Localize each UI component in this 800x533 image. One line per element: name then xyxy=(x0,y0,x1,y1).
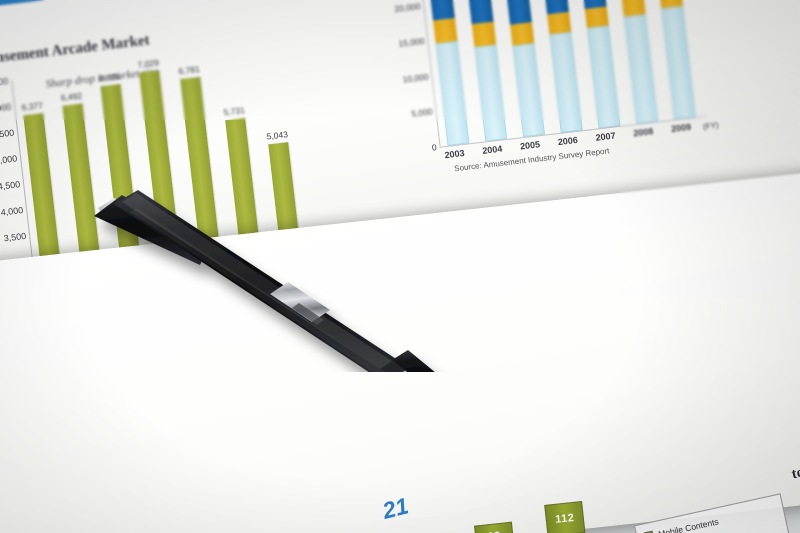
bar-segment: 93 xyxy=(473,521,515,533)
bar-value-label: 6,781 xyxy=(178,63,201,77)
y-tick-label: 5,000 xyxy=(410,106,434,120)
bar xyxy=(268,142,299,233)
tagline-line-2: to about $60 billion xyxy=(790,441,800,483)
bar-value-label: 6,825 xyxy=(98,71,121,84)
stacked-bar xyxy=(543,0,583,133)
bar xyxy=(100,84,140,252)
stacked-bar xyxy=(468,0,508,142)
bar-value-label: 6,377 xyxy=(21,99,44,113)
x-tick-label: 2004 xyxy=(481,143,503,156)
segment-value-label: 93 xyxy=(476,529,513,533)
bar-segment xyxy=(468,0,494,25)
y-tick-label: 4,000 xyxy=(0,205,24,218)
bar-segment xyxy=(506,0,532,25)
bar-segment xyxy=(512,43,545,138)
bar-value-label: 7,029 xyxy=(137,57,160,71)
y-tick-label: 5,500 xyxy=(0,127,15,141)
stacked-bar xyxy=(506,0,545,138)
x-axis-unit: (FY) xyxy=(702,120,720,132)
stacked-bar xyxy=(656,0,696,120)
x-tick-label: 2007 xyxy=(595,130,617,143)
y-tick-label: 6,000 xyxy=(0,101,12,115)
bar xyxy=(62,103,100,256)
bar-value-label: 5,043 xyxy=(266,129,289,142)
y-tick-label: 4,500 xyxy=(0,179,21,192)
bar-segment xyxy=(474,44,508,142)
bar-value-label: 5,731 xyxy=(222,104,246,117)
bar-segment xyxy=(435,40,470,146)
bar xyxy=(225,117,259,238)
bar-value-label: 6,492 xyxy=(60,90,83,103)
y-tick-label: 5,000 xyxy=(0,153,18,166)
stacked-bar xyxy=(581,0,621,129)
stacked-bar xyxy=(618,0,659,124)
bar-segment xyxy=(586,25,621,129)
stacked-bar: 11220063238 xyxy=(544,500,600,533)
bar-segment xyxy=(661,5,696,120)
x-tick-label: 2005 xyxy=(519,139,541,152)
bar-segment: 112 xyxy=(544,500,586,533)
chart-green-title: Amusement Arcade Market xyxy=(0,32,151,69)
bar-segment xyxy=(510,22,535,46)
bar-segment xyxy=(549,31,583,133)
x-tick-label: 2003 xyxy=(444,147,466,161)
bar-segment xyxy=(547,12,572,35)
y-tick-label: 15,000 xyxy=(397,36,425,49)
segment-value-label: 112 xyxy=(554,511,576,526)
bar-segment xyxy=(433,18,458,44)
bar xyxy=(139,70,180,247)
x-tick-label: 2008 xyxy=(632,126,654,139)
y-tick-label: 20,000 xyxy=(393,0,421,14)
y-tick-label: 10,000 xyxy=(402,71,430,85)
bar-segment xyxy=(471,21,497,48)
chart-game-market-forecast: 2505023413819915420317046215931855523511… xyxy=(57,496,637,533)
x-tick-label: 2006 xyxy=(557,134,579,148)
x-tick-label: 2009 xyxy=(670,121,692,134)
bar xyxy=(180,76,219,243)
y-tick-label: 3,500 xyxy=(3,230,27,244)
chart-legend: Mobile Contents PC Online Console Online… xyxy=(633,493,795,533)
bar-segment xyxy=(623,13,659,124)
y-tick-label: 6,500 xyxy=(0,75,9,89)
stacked-bar: 9318555235 xyxy=(473,521,529,533)
